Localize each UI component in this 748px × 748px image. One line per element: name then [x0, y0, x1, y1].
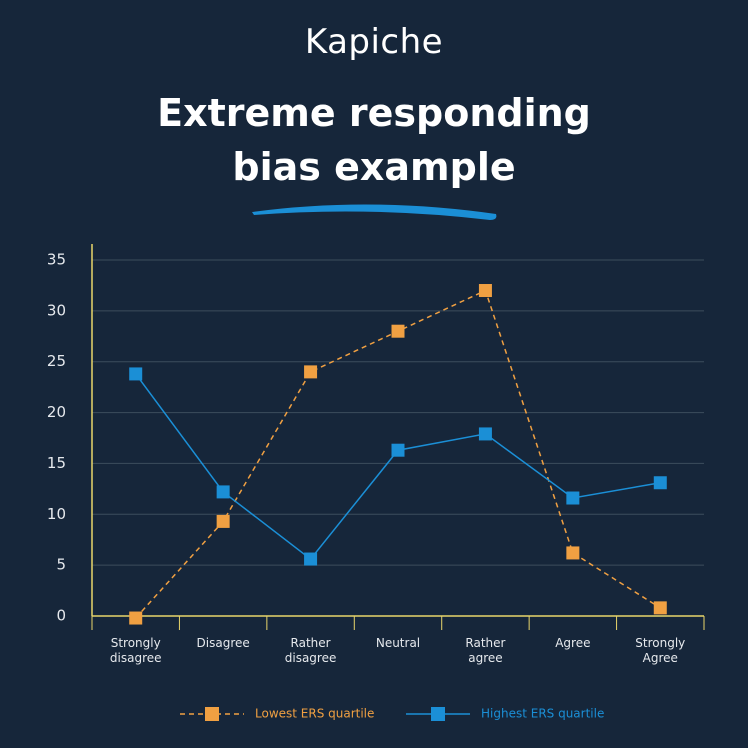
- point-marker: [129, 367, 143, 381]
- legend-marker: [431, 707, 445, 721]
- x-tick-label: Rather disagree: [284, 636, 337, 665]
- y-tick-label: 30: [47, 301, 66, 319]
- y-tick-label: 25: [47, 352, 66, 370]
- point-marker: [304, 552, 318, 566]
- point-marker: [478, 284, 492, 298]
- x-tick-label: Strongly disagree: [109, 636, 162, 665]
- point-marker: [566, 546, 580, 560]
- title-underline: [252, 204, 497, 220]
- x-tick-label: Disagree: [196, 636, 250, 650]
- legend-label: Lowest ERS quartile: [255, 707, 374, 721]
- x-tick-label: Neutral: [375, 636, 421, 650]
- point-marker: [304, 365, 318, 379]
- point-marker: [391, 324, 405, 338]
- x-tick-label: Rather agree: [465, 636, 506, 665]
- brand-logo: Kapiche: [304, 22, 444, 62]
- y-tick-label: 10: [47, 505, 66, 523]
- y-tick-label: 35: [47, 251, 66, 269]
- point-marker: [216, 514, 230, 528]
- point-marker: [216, 485, 230, 499]
- y-tick-label: 0: [56, 607, 66, 625]
- point-marker: [391, 443, 405, 457]
- point-marker: [478, 427, 492, 441]
- y-tick-label: 20: [47, 403, 66, 421]
- point-marker: [653, 601, 667, 615]
- legend-label: Highest ERS quartile: [481, 707, 604, 721]
- legend-marker: [205, 707, 219, 721]
- x-tick-label: Agree: [555, 636, 591, 650]
- y-tick-label: 5: [56, 556, 66, 574]
- y-tick-label: 15: [47, 454, 66, 472]
- point-marker: [653, 476, 667, 490]
- chart-title: Extreme responding bias example: [157, 91, 591, 189]
- point-marker: [129, 611, 143, 625]
- x-tick-label: Strongly Agree: [635, 636, 686, 665]
- point-marker: [566, 491, 580, 505]
